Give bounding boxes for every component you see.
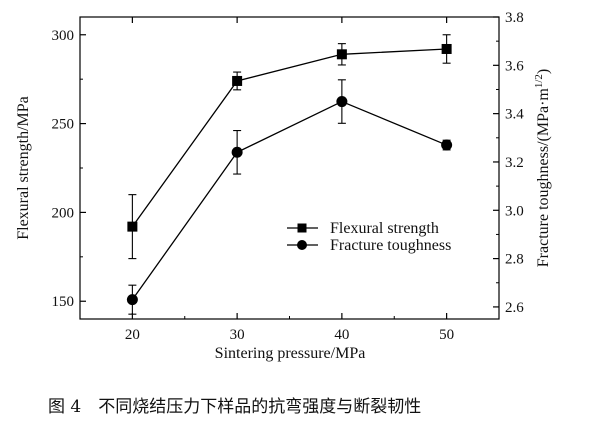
y2-tick-label: 3.6 xyxy=(505,58,524,74)
data-point-circle xyxy=(126,294,138,306)
y2-tick-label: 3.0 xyxy=(505,203,524,219)
data-point-square xyxy=(336,49,347,60)
y2-tick-label: 3.8 xyxy=(505,10,524,26)
data-point-square xyxy=(127,221,138,232)
legend-label-toughness: Fracture toughness xyxy=(330,237,451,254)
x-tick-label: 40 xyxy=(334,327,349,343)
legend: Flexural strength Fracture toughness xyxy=(287,220,451,254)
legend-marker-toughness xyxy=(297,240,307,250)
series-line-1 xyxy=(131,100,447,301)
y-ticks-left: 150 200 250 300 xyxy=(52,28,86,310)
y2-tick-label: 3.2 xyxy=(505,155,524,171)
y-tick-label: 300 xyxy=(52,28,75,44)
series-line-0 xyxy=(131,48,447,228)
data-point-circle xyxy=(231,146,243,158)
y2-tick-label: 2.8 xyxy=(505,252,524,268)
y-tick-label: 200 xyxy=(52,205,75,221)
y2-tick-label: 3.4 xyxy=(505,107,524,123)
data-point-circle xyxy=(336,96,348,108)
legend-label-flexural: Flexural strength xyxy=(330,220,439,237)
plot-frame xyxy=(79,16,500,320)
x-axis-title: Sintering pressure/MPa xyxy=(215,345,366,362)
figure-caption: 图 4 不同烧结压力下样品的抗弯强度与断裂韧性 xyxy=(48,397,422,417)
x-tick-label: 20 xyxy=(125,327,140,343)
data-point-circle xyxy=(441,139,453,151)
y-ticks-right: 2.6 2.8 3.0 3.2 3.4 3.6 3.8 xyxy=(493,10,524,316)
y2-tick-label: 2.6 xyxy=(505,300,524,316)
x-tick-label: 50 xyxy=(439,327,454,343)
data-point-square xyxy=(441,43,452,54)
y2-axis-title-sup: 1/2 xyxy=(533,74,545,88)
y-tick-label: 250 xyxy=(52,117,75,133)
series-layer xyxy=(126,34,453,315)
y2-axis-title-end: ) xyxy=(535,69,552,74)
data-point-square xyxy=(232,75,243,86)
y-tick-label: 150 xyxy=(52,294,75,310)
y2-axis-title-main: Fracture toughness/(MPa·m xyxy=(535,88,552,268)
x-ticks: 20 30 40 50 xyxy=(125,17,454,343)
legend-marker-flexural xyxy=(297,223,307,233)
y2-axis-title: Fracture toughness/(MPa·m1/2) xyxy=(533,69,552,267)
x-tick-label: 30 xyxy=(230,327,245,343)
y-axis-title: Flexural strength/MPa xyxy=(15,96,32,240)
